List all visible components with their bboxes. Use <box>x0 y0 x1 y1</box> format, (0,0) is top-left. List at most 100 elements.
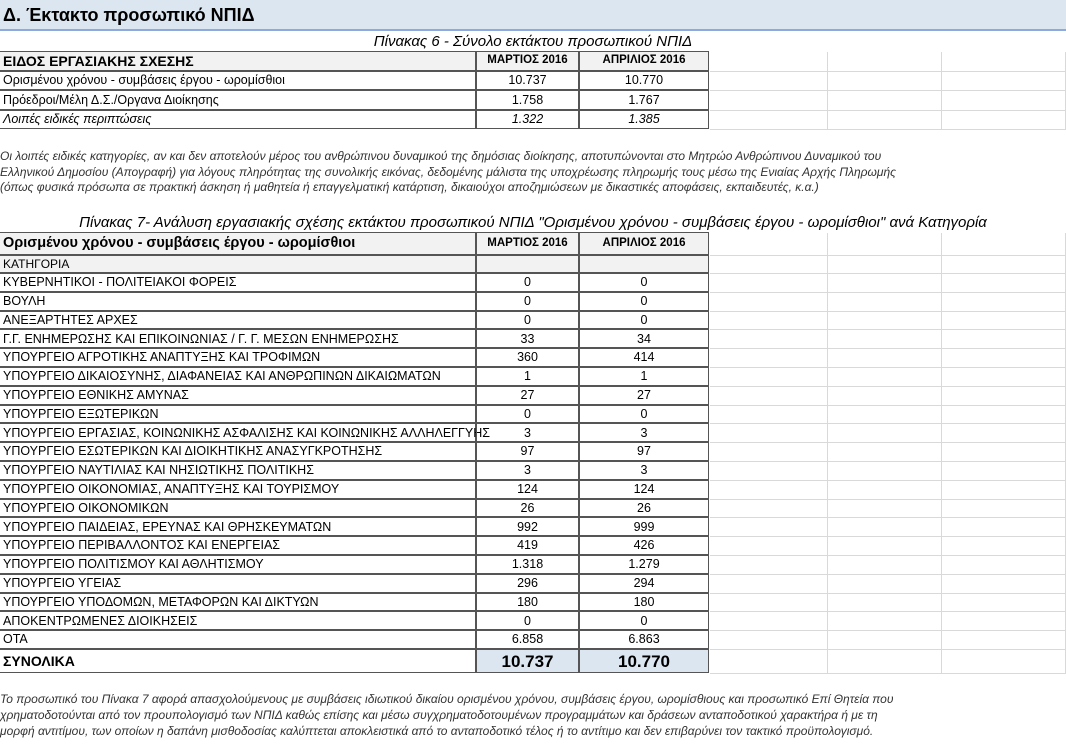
note-line: Το προσωπικό του Πίνακα 7 αφορά απασχολο… <box>0 692 894 706</box>
row-value: 124 <box>579 479 709 499</box>
row-value: 97 <box>579 442 709 461</box>
section-title: Δ. Έκτακτο προσωπικό ΝΠΙΔ <box>0 0 1066 31</box>
row-label: ΒΟΥΛΗ <box>0 291 476 311</box>
empty-cell <box>942 274 1066 293</box>
empty-cell <box>828 650 942 674</box>
empty-cell <box>710 256 828 274</box>
note-line: Ελληνικού Δημοσίου (Απογραφή) για λόγους… <box>0 164 896 179</box>
row-value: 1.758 <box>476 90 579 110</box>
row-label: ΥΠΟΥΡΓΕΙΟ ΕΣΩΤΕΡΙΚΩΝ ΚΑΙ ΔΙΟΙΚΗΤΙΚΗΣ ΑΝΑ… <box>0 442 476 461</box>
empty-cell <box>828 292 942 312</box>
row-value: 294 <box>579 573 709 593</box>
row-value: 0 <box>579 291 709 311</box>
row-value: 0 <box>579 404 709 424</box>
empty-cell <box>942 443 1066 462</box>
row-value: 124 <box>476 479 579 499</box>
row-value: 26 <box>476 498 579 518</box>
empty-cell <box>942 462 1066 481</box>
row-value: 34 <box>579 329 709 349</box>
total-row-label: ΣΥΝΟΛΙΚΑ <box>0 649 476 673</box>
row-label: ΥΠΟΥΡΓΕΙΟ ΠΟΛΙΤΙΣΜΟΥ ΚΑΙ ΑΘΛΗΤΙΣΜΟΥ <box>0 555 476 574</box>
empty-cell <box>710 462 828 481</box>
empty-cell <box>710 556 828 575</box>
row-value: 0 <box>476 404 579 424</box>
row-label: ΥΠΟΥΡΓΕΙΟ ΠΕΡΙΒΑΛΛΟΝΤΟΣ ΚΑΙ ΕΝΕΡΓΕΙΑΣ <box>0 536 476 555</box>
empty-cell <box>828 256 942 274</box>
empty-cell <box>828 518 942 538</box>
column-header: ΑΠΡΙΛΙΟΣ 2016 <box>579 232 709 255</box>
empty-cell <box>828 537 942 556</box>
row-label: ΥΠΟΥΡΓΕΙΟ ΝΑΥΤΙΛΙΑΣ ΚΑΙ ΝΗΣΙΩΤΙΚΗΣ ΠΟΛΙΤ… <box>0 461 476 480</box>
empty-cell <box>710 52 828 72</box>
total-row-value: 10.770 <box>579 649 709 673</box>
empty-cell <box>828 405 942 425</box>
empty-cell <box>942 72 1066 92</box>
note-line: χρηματοδοτούνται από τον προυπολογισμό τ… <box>0 708 878 722</box>
column-header: ΜΑΡΤΙΟΣ 2016 <box>476 232 579 255</box>
empty-cell <box>710 443 828 462</box>
empty-cell <box>828 72 942 92</box>
empty-cell <box>828 574 942 594</box>
empty-cell <box>942 631 1066 650</box>
empty-cell <box>710 537 828 556</box>
row-value: 0 <box>476 291 579 311</box>
empty-cell <box>710 424 828 444</box>
empty-cell <box>828 443 942 462</box>
empty-cell <box>942 556 1066 575</box>
empty-cell <box>579 255 709 273</box>
empty-cell <box>710 499 828 519</box>
empty-cell <box>710 386 828 406</box>
empty-cell <box>710 405 828 425</box>
empty-cell <box>710 631 828 650</box>
row-label: ΥΠΟΥΡΓΕΙΟ ΑΓΡΟΤΙΚΗΣ ΑΝΑΠΤΥΞΗΣ ΚΑΙ ΤΡΟΦΙΜ… <box>0 348 476 367</box>
row-value: 296 <box>476 573 579 593</box>
empty-cell <box>828 349 942 368</box>
empty-cell <box>942 91 1066 111</box>
empty-cell <box>942 256 1066 274</box>
empty-cell <box>942 405 1066 425</box>
empty-cell <box>710 311 828 331</box>
empty-cell <box>828 91 942 111</box>
empty-cell <box>942 330 1066 350</box>
empty-cell <box>828 499 942 519</box>
row-label: ΥΠΟΥΡΓΕΙΟ ΕΡΓΑΣΙΑΣ, ΚΟΙΝΩΝΙΚΗΣ ΑΣΦΑΛΙΣΗΣ… <box>0 423 490 443</box>
empty-cell <box>828 330 942 350</box>
row-label: Γ.Γ. ΕΝΗΜΕΡΩΣΗΣ ΚΑΙ ΕΠΙΚΟΙΝΩΝΙΑΣ / Γ. Γ.… <box>0 329 476 349</box>
column-header: ΕΙΔΟΣ ΕΡΓΑΣΙΑΚΗΣ ΣΧΕΣΗΣ <box>0 51 476 71</box>
empty-cell <box>942 593 1066 613</box>
empty-cell <box>942 349 1066 368</box>
empty-cell <box>828 612 942 632</box>
empty-cell <box>710 593 828 613</box>
row-value: 97 <box>476 442 579 461</box>
row-value: 999 <box>579 517 709 537</box>
row-value: 1.322 <box>476 109 579 129</box>
note-line: Οι λοιπές ειδικές κατηγορίες, αν και δεν… <box>0 149 882 163</box>
empty-cell <box>710 292 828 312</box>
column-header: ΜΑΡΤΙΟΣ 2016 <box>476 51 579 71</box>
row-value: 180 <box>579 592 709 612</box>
row-value: 3 <box>579 423 709 443</box>
empty-cell <box>828 274 942 293</box>
empty-cell <box>942 574 1066 594</box>
row-label: Λοιπές ειδικές περιπτώσεις <box>0 109 476 129</box>
row-value: 426 <box>579 536 709 555</box>
row-value: 1.767 <box>579 90 709 110</box>
empty-cell <box>828 631 942 650</box>
row-value: 10.737 <box>476 71 579 91</box>
table-title: Πίνακας 6 - Σύνολο εκτάκτου προσωπικού Ν… <box>373 33 693 50</box>
row-value: 0 <box>579 273 709 292</box>
empty-cell <box>828 311 942 331</box>
empty-cell <box>828 386 942 406</box>
row-label: ΥΠΟΥΡΓΕΙΟ ΕΘΝΙΚΗΣ ΑΜΥΝΑΣ <box>0 385 476 405</box>
row-label: ΥΠΟΥΡΓΕΙΟ ΠΑΙΔΕΙΑΣ, ΕΡΕΥΝΑΣ ΚΑΙ ΘΡΗΣΚΕΥΜ… <box>0 517 476 537</box>
empty-cell <box>828 480 942 500</box>
row-value: 27 <box>579 385 709 405</box>
row-value: 10.770 <box>579 71 709 91</box>
row-value: 0 <box>476 310 579 330</box>
empty-cell <box>828 424 942 444</box>
empty-cell <box>828 368 942 387</box>
empty-cell <box>710 574 828 594</box>
empty-cell <box>710 233 828 256</box>
empty-cell <box>710 91 828 111</box>
empty-cell <box>942 480 1066 500</box>
